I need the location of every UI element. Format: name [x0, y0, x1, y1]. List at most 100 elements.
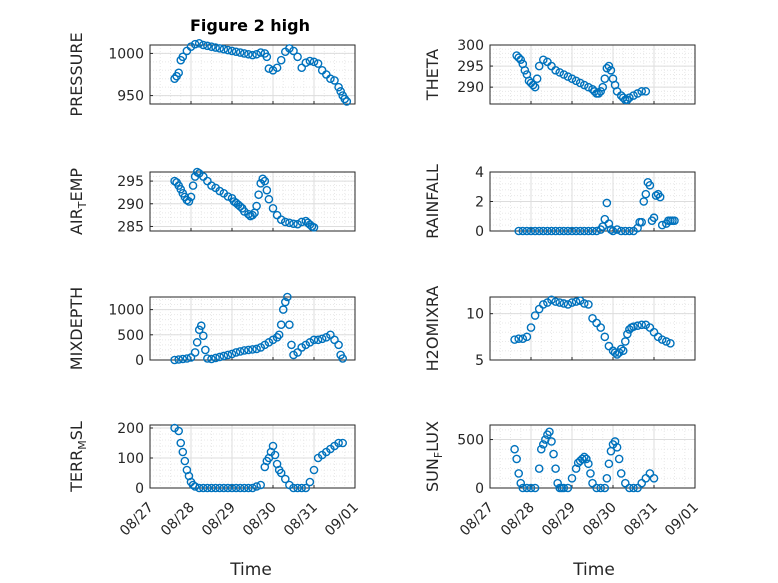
data-point	[530, 483, 540, 493]
data-point	[596, 483, 606, 493]
data-point	[317, 334, 327, 344]
data-point	[637, 217, 647, 227]
data-point	[215, 352, 224, 362]
data-point	[203, 354, 212, 363]
data-point	[285, 320, 294, 330]
data-point	[170, 355, 179, 365]
data-point	[610, 348, 620, 357]
data-point	[598, 82, 608, 92]
data-point	[580, 80, 589, 90]
data-point	[207, 42, 216, 51]
data-point	[588, 226, 597, 236]
data-point	[567, 474, 577, 483]
axes-box	[489, 44, 696, 105]
data-point	[338, 438, 348, 448]
data-point	[629, 322, 638, 331]
data-point	[192, 167, 202, 177]
subplot-theta: 290 295 300 THETA	[423, 38, 696, 105]
data-point	[264, 64, 274, 73]
data-point	[227, 483, 237, 493]
subplot-rainfall: 0 2 4 RAINFALL	[423, 164, 696, 240]
data-point	[584, 82, 593, 92]
data-point	[289, 46, 298, 56]
data-point	[190, 39, 200, 49]
data-point	[239, 346, 249, 355]
data-point	[602, 63, 612, 73]
data-point	[629, 91, 638, 100]
data-point	[547, 437, 556, 446]
x-axis-label-left: Time	[229, 560, 272, 580]
data-point	[272, 333, 282, 342]
data-point	[254, 190, 263, 199]
data-point	[618, 346, 628, 356]
x-tick-label: 08/31	[621, 500, 661, 540]
data-point	[276, 468, 286, 478]
data-point	[551, 226, 560, 236]
data-point	[596, 323, 606, 332]
data-point	[235, 483, 245, 493]
data-point	[580, 299, 589, 308]
data-point	[297, 63, 307, 73]
axes-box	[489, 296, 696, 361]
y-tick-label: 0	[475, 481, 484, 497]
data-point	[526, 226, 536, 236]
y-tick-label: 4	[475, 165, 484, 181]
data-point	[207, 483, 216, 493]
data-point	[270, 450, 280, 460]
data-point	[633, 321, 642, 331]
x-tick-label: 08/29	[539, 500, 579, 540]
data-point	[280, 474, 290, 484]
data-point	[338, 354, 348, 363]
data-point	[549, 449, 558, 459]
data-point	[194, 325, 204, 335]
data-point	[571, 76, 581, 86]
y-tick-label: 300	[457, 38, 484, 54]
data-point	[201, 345, 210, 355]
data-point	[258, 174, 268, 184]
data-point	[211, 353, 220, 363]
data-point	[559, 226, 569, 236]
data-point	[625, 93, 634, 102]
data-point	[219, 351, 229, 361]
axes-box	[149, 296, 356, 361]
y-tick-label: 200	[117, 421, 144, 437]
data-point	[194, 39, 204, 48]
data-point	[559, 299, 569, 308]
data-point	[180, 456, 190, 466]
data-point	[301, 58, 311, 68]
data-point	[309, 335, 319, 345]
data-point	[309, 57, 319, 67]
y-tick-label: 295	[117, 174, 144, 190]
x-tick-label: 09/01	[322, 500, 362, 540]
data-point	[211, 43, 220, 52]
data-point	[623, 329, 632, 339]
data-point	[260, 176, 270, 186]
data-point	[256, 179, 266, 188]
data-point	[174, 426, 183, 436]
data-point	[244, 345, 253, 355]
data-point	[198, 483, 208, 493]
data-point	[616, 226, 626, 236]
data-point	[604, 459, 614, 469]
data-point	[571, 297, 581, 306]
data-point	[592, 318, 601, 328]
data-point	[239, 49, 249, 58]
data-point	[280, 297, 290, 307]
data-point	[283, 292, 292, 302]
data-point	[190, 482, 200, 491]
data-point	[178, 52, 188, 62]
data-point	[563, 226, 573, 236]
y-tick-label: 1000	[108, 46, 144, 62]
data-point	[616, 344, 626, 354]
data-point	[618, 93, 628, 102]
data-point	[559, 483, 569, 493]
y-tick-label: 290	[117, 197, 144, 213]
data-point	[203, 483, 212, 493]
data-point	[176, 438, 186, 448]
data-point	[223, 45, 233, 55]
subplot-terr-msl: 0 100 200 TERRMSL 08/27 08/28 08/29 08/30 08/31 0…	[67, 421, 362, 539]
data-point	[612, 225, 622, 234]
data-point	[536, 444, 546, 454]
data-point	[637, 320, 647, 330]
